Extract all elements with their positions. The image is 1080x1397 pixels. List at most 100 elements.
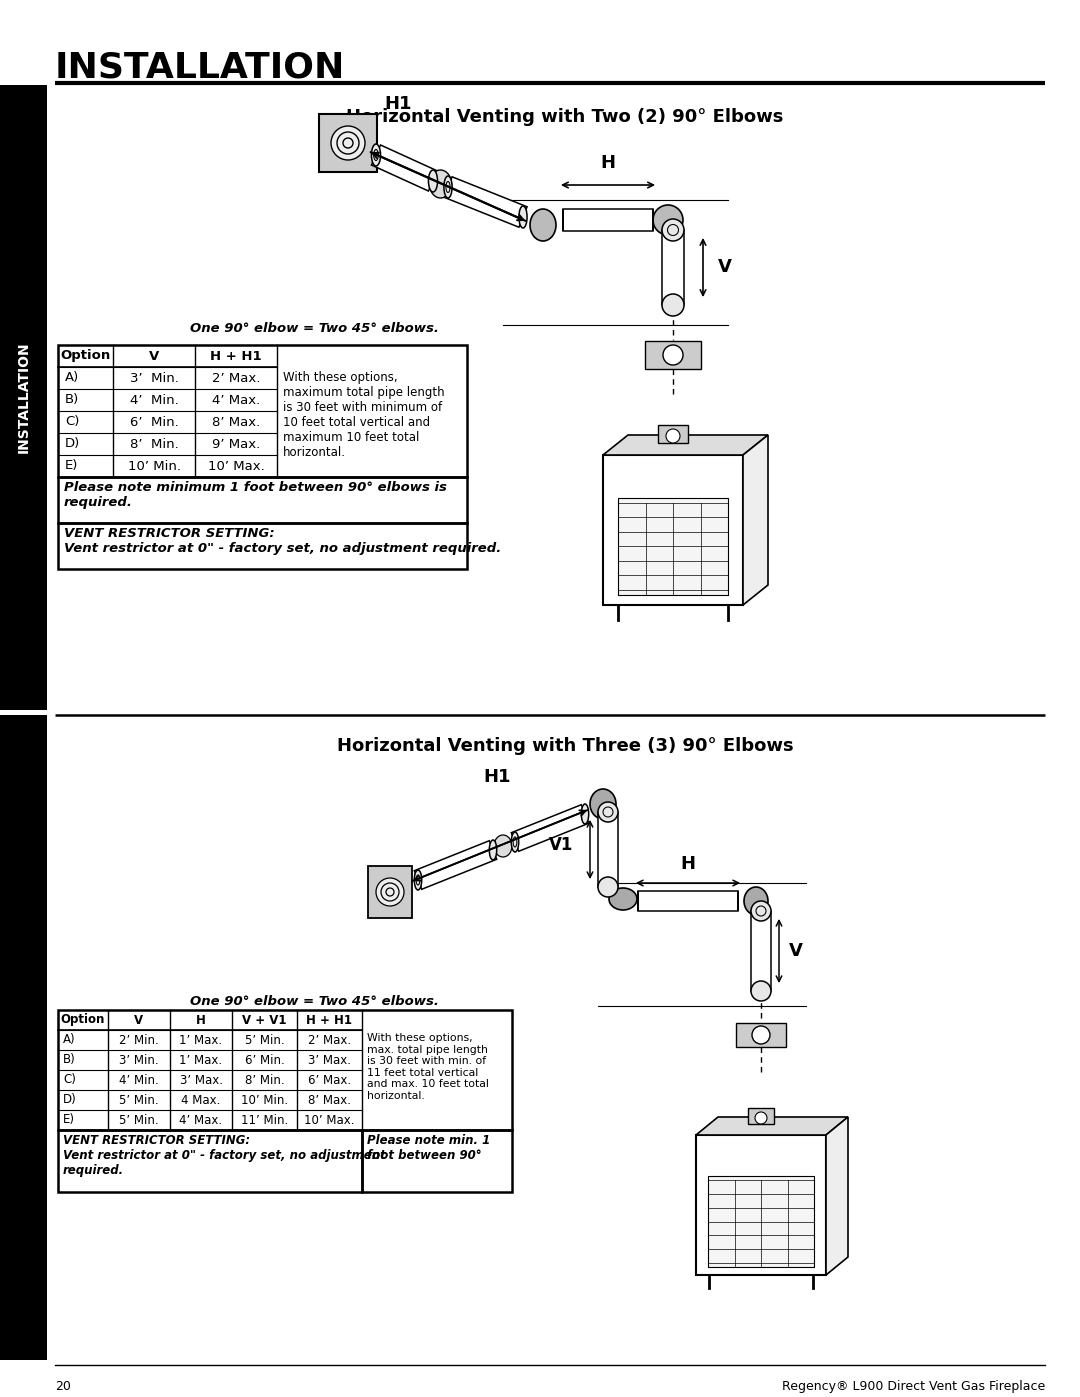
Text: 10’ Min.: 10’ Min.: [127, 460, 180, 472]
Text: 3’ Max.: 3’ Max.: [308, 1053, 351, 1066]
Polygon shape: [638, 891, 738, 911]
Ellipse shape: [744, 887, 768, 915]
Polygon shape: [751, 911, 771, 990]
Text: Option: Option: [60, 349, 110, 362]
Ellipse shape: [444, 176, 453, 198]
Text: 4’ Min.: 4’ Min.: [119, 1073, 159, 1087]
Text: E): E): [65, 460, 79, 472]
Text: Horizontal Venting with Three (3) 90° Elbows: Horizontal Venting with Three (3) 90° El…: [337, 738, 794, 754]
Polygon shape: [563, 210, 653, 231]
Text: D): D): [63, 1094, 77, 1106]
Text: 2’ Max.: 2’ Max.: [308, 1034, 351, 1046]
Text: 1’ Max.: 1’ Max.: [179, 1053, 222, 1066]
Text: With these options,
max. total pipe length
is 30 feet with min. of
11 feet total: With these options, max. total pipe leng…: [367, 1032, 489, 1101]
Text: INSTALLATION: INSTALLATION: [55, 50, 346, 84]
Text: 10’ Max.: 10’ Max.: [207, 460, 265, 472]
Bar: [645, 341, 701, 369]
Text: 6’  Min.: 6’ Min.: [130, 415, 178, 429]
Text: 10’ Max.: 10’ Max.: [305, 1113, 354, 1126]
Text: 5’ Min.: 5’ Min.: [119, 1113, 159, 1126]
Text: V1: V1: [549, 835, 573, 854]
Circle shape: [755, 1112, 767, 1125]
Text: H + H1: H + H1: [211, 349, 261, 362]
Text: 3’ Min.: 3’ Min.: [119, 1053, 159, 1066]
Text: B): B): [63, 1053, 76, 1066]
Ellipse shape: [590, 789, 616, 819]
Ellipse shape: [530, 210, 556, 242]
Text: H: H: [197, 1013, 206, 1027]
Text: Please note min. 1
foot between 90°: Please note min. 1 foot between 90°: [367, 1134, 490, 1162]
Text: Please note minimum 1 foot between 90° elbows is
required.: Please note minimum 1 foot between 90° e…: [64, 481, 447, 509]
Ellipse shape: [429, 170, 437, 191]
Text: 4 Max.: 4 Max.: [181, 1094, 220, 1106]
Ellipse shape: [518, 205, 527, 228]
Bar: [58, 1130, 362, 1192]
Text: E): E): [63, 1113, 75, 1126]
Ellipse shape: [662, 293, 684, 316]
Text: 3’ Max.: 3’ Max.: [179, 1073, 222, 1087]
Text: B): B): [65, 394, 79, 407]
Text: 1’ Max.: 1’ Max.: [179, 1034, 222, 1046]
Text: 9’ Max.: 9’ Max.: [212, 437, 260, 450]
Text: Horizontal Venting with Two (2) 90° Elbows: Horizontal Venting with Two (2) 90° Elbo…: [347, 108, 784, 126]
Text: V: V: [718, 258, 732, 277]
Bar: [368, 866, 411, 918]
Text: 8’  Min.: 8’ Min.: [130, 437, 178, 450]
Circle shape: [666, 429, 680, 443]
Bar: [618, 497, 728, 595]
Ellipse shape: [511, 833, 518, 852]
Circle shape: [376, 877, 404, 907]
Text: One 90° elbow = Two 45° elbows.: One 90° elbow = Two 45° elbows.: [190, 321, 438, 335]
Ellipse shape: [415, 870, 421, 890]
Bar: [658, 425, 688, 443]
Text: 5’ Min.: 5’ Min.: [119, 1094, 159, 1106]
Polygon shape: [511, 805, 589, 851]
Text: 11’ Min.: 11’ Min.: [241, 1113, 288, 1126]
Text: V: V: [789, 942, 802, 960]
Ellipse shape: [751, 981, 771, 1002]
Ellipse shape: [581, 805, 589, 824]
Bar: [708, 1176, 814, 1267]
Ellipse shape: [751, 901, 771, 921]
Text: 6’ Min.: 6’ Min.: [245, 1053, 284, 1066]
Text: 2’ Min.: 2’ Min.: [119, 1034, 159, 1046]
Text: 2’ Max.: 2’ Max.: [212, 372, 260, 384]
Text: H: H: [680, 855, 696, 873]
Ellipse shape: [598, 802, 618, 821]
Ellipse shape: [662, 219, 684, 242]
Circle shape: [663, 345, 683, 365]
Bar: [0, 85, 48, 710]
Bar: [58, 345, 276, 367]
Text: A): A): [65, 372, 79, 384]
Bar: [696, 1134, 826, 1275]
Text: One 90° elbow = Two 45° elbows.: One 90° elbow = Two 45° elbows.: [190, 995, 438, 1009]
Text: 20: 20: [55, 1380, 71, 1393]
Ellipse shape: [489, 840, 497, 861]
Bar: [58, 1010, 512, 1130]
Polygon shape: [826, 1118, 848, 1275]
Text: V: V: [134, 1013, 144, 1027]
Bar: [58, 476, 467, 522]
Text: H1: H1: [384, 95, 411, 113]
Circle shape: [653, 205, 683, 235]
Text: A): A): [63, 1034, 76, 1046]
Ellipse shape: [494, 835, 512, 856]
Text: INSTALLATION: INSTALLATION: [16, 342, 30, 453]
Text: C): C): [65, 415, 79, 429]
Text: VENT RESTRICTOR SETTING:
Vent restrictor at 0" - factory set, no adjustment
requ: VENT RESTRICTOR SETTING: Vent restrictor…: [63, 1134, 386, 1178]
Polygon shape: [696, 1118, 848, 1134]
Text: Regency® L900 Direct Vent Gas Fireplace: Regency® L900 Direct Vent Gas Fireplace: [782, 1380, 1045, 1393]
Text: VENT RESTRICTOR SETTING:
Vent restrictor at 0" - factory set, no adjustment requ: VENT RESTRICTOR SETTING: Vent restrictor…: [64, 527, 501, 555]
Bar: [58, 345, 467, 476]
Text: D): D): [65, 437, 80, 450]
Polygon shape: [662, 231, 684, 305]
Text: V + V1: V + V1: [242, 1013, 287, 1027]
Polygon shape: [603, 434, 768, 455]
Ellipse shape: [598, 877, 618, 897]
Text: 8’ Min.: 8’ Min.: [245, 1073, 284, 1087]
Ellipse shape: [430, 170, 451, 198]
Text: 10’ Min.: 10’ Min.: [241, 1094, 288, 1106]
Text: 4’ Max.: 4’ Max.: [212, 394, 260, 407]
Text: H + H1: H + H1: [307, 1013, 352, 1027]
Text: 8’ Max.: 8’ Max.: [308, 1094, 351, 1106]
